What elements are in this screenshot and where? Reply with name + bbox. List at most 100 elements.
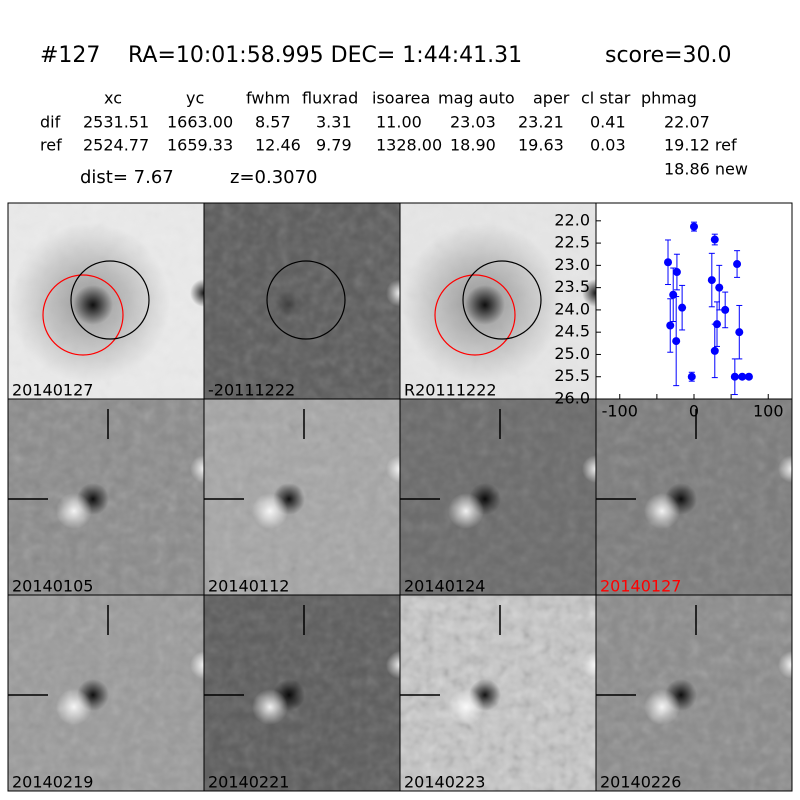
table-cell: 23.21 xyxy=(518,113,564,132)
y-tick-label: 24.5 xyxy=(554,322,590,341)
new-mag: 18.86 new xyxy=(664,160,748,179)
table-cell: 18.90 xyxy=(450,136,496,155)
stamp-label: 20140127 xyxy=(600,577,681,596)
point xyxy=(715,283,724,292)
column-header: yc xyxy=(186,89,204,108)
distance: dist= 7.67 xyxy=(80,167,174,188)
plot: 22.0 22.5 23.0 23.5 24.0 24.5 25.0 25.5 26.0 -100… xyxy=(554,202,793,421)
galaxy-core xyxy=(465,285,505,325)
residual-white xyxy=(448,689,484,725)
stamp: -20111222 xyxy=(203,202,414,400)
stamp: R20111222 xyxy=(399,202,610,400)
point xyxy=(687,372,696,381)
stamp: 20140127 xyxy=(595,398,800,596)
score: score=30.0 xyxy=(605,43,732,68)
point xyxy=(690,222,698,231)
table-cell: 19.12 ref xyxy=(664,136,737,155)
column-header: fwhm xyxy=(246,89,290,108)
aperture-red xyxy=(434,274,516,356)
galaxy-core xyxy=(275,291,303,319)
stamp: 20140105 xyxy=(7,398,218,596)
point xyxy=(707,276,716,285)
table-cell: 2531.51 xyxy=(83,113,149,132)
table-cell: 0.03 xyxy=(590,136,626,155)
edge-source xyxy=(778,455,800,483)
column-header: aper xyxy=(533,89,570,108)
point xyxy=(730,372,739,381)
stamp: 20140112 xyxy=(203,398,414,596)
table-cell: 12.46 xyxy=(255,136,301,155)
point xyxy=(733,260,742,269)
point xyxy=(710,235,719,244)
residual-white xyxy=(252,689,288,725)
stamp-label: 20140223 xyxy=(404,773,485,792)
row-label: dif xyxy=(40,113,61,132)
stamp-label: 20140105 xyxy=(12,577,93,596)
stamps: 20140127 -20111222 R20111222 20140105 201401… xyxy=(7,202,800,792)
aperture-red xyxy=(42,274,124,356)
edge-source xyxy=(778,651,800,679)
y-tick-label: 25.5 xyxy=(554,366,590,385)
stamp-label: 20140112 xyxy=(208,577,289,596)
y-tick-label: 22.0 xyxy=(554,210,590,229)
table-cell: 2524.77 xyxy=(83,136,149,155)
point xyxy=(744,372,753,381)
table-cell: 23.03 xyxy=(450,113,496,132)
aperture-black xyxy=(266,260,346,340)
point xyxy=(672,337,681,346)
point xyxy=(738,372,747,381)
aperture-black xyxy=(462,260,542,340)
point xyxy=(735,328,744,337)
table-cell: 1659.33 xyxy=(167,136,233,155)
table-cell: 0.41 xyxy=(590,113,626,132)
y-tick-label: 26.0 xyxy=(554,389,590,408)
table-cell: 1663.00 xyxy=(167,113,233,132)
point xyxy=(666,321,675,330)
stamp: 20140223 xyxy=(399,594,610,792)
stamp-label: -20111222 xyxy=(208,381,295,400)
y-tick-label: 23.5 xyxy=(554,277,590,296)
column-header: isoarea xyxy=(372,89,430,108)
y-tick-label: 23.0 xyxy=(554,255,590,274)
column-header: mag auto xyxy=(438,89,515,108)
column-header: fluxrad xyxy=(302,89,358,108)
galaxy-core xyxy=(73,285,113,325)
stamp-border xyxy=(595,594,793,792)
row-label: ref xyxy=(40,136,62,155)
table-cell: 22.07 xyxy=(664,113,710,132)
table-cell: 11.00 xyxy=(376,113,422,132)
y-tick-label: 22.5 xyxy=(554,233,590,252)
residual-white xyxy=(56,689,92,725)
stamp: 20140221 xyxy=(203,594,414,792)
residual-white xyxy=(448,493,484,529)
y-tick-label: 25.0 xyxy=(554,344,590,363)
x-tick-label: -100 xyxy=(602,402,638,421)
table-cell: 19.63 xyxy=(518,136,564,155)
stamp-label: 20140226 xyxy=(600,773,681,792)
point xyxy=(721,305,730,314)
stamp-label: 20140127 xyxy=(12,381,93,400)
x-tick-label: 100 xyxy=(753,402,784,421)
candidate-id: #127 xyxy=(40,43,100,68)
column-header: xc xyxy=(104,89,122,108)
stamp-label: 20140219 xyxy=(12,773,93,792)
stamp: 20140124 xyxy=(399,398,610,596)
residual-white xyxy=(252,493,288,529)
table-cell: 8.57 xyxy=(255,113,291,132)
point xyxy=(713,320,722,329)
point xyxy=(710,346,719,355)
column-header: cl star xyxy=(581,89,631,108)
redshift: z=0.3070 xyxy=(230,167,318,188)
aperture-black xyxy=(70,260,150,340)
stamp-label: 20140124 xyxy=(404,577,485,596)
plot-frame xyxy=(595,202,793,400)
table-cell: 1328.00 xyxy=(376,136,442,155)
stamp: 20140219 xyxy=(7,594,218,792)
table-cell: 9.79 xyxy=(316,136,352,155)
residual-white xyxy=(644,493,680,529)
stamp-label: R20111222 xyxy=(404,381,497,400)
x-tick-label: 0 xyxy=(689,402,699,421)
stamp-label: 20140221 xyxy=(208,773,289,792)
residual-white xyxy=(644,689,680,725)
